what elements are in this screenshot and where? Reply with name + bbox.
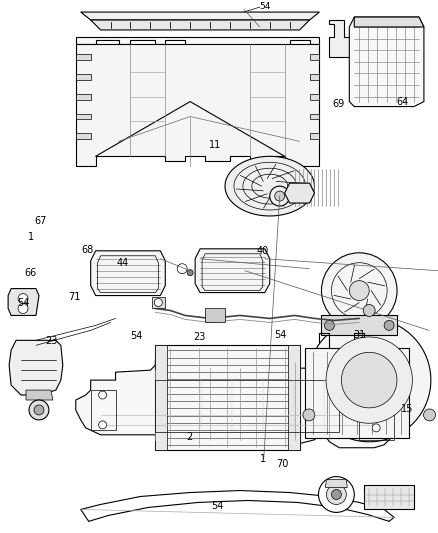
Text: 2: 2 xyxy=(185,432,191,442)
Polygon shape xyxy=(325,480,346,488)
Text: 44: 44 xyxy=(116,259,128,269)
Polygon shape xyxy=(155,345,299,450)
Text: 66: 66 xyxy=(25,268,37,278)
Circle shape xyxy=(18,303,28,313)
Polygon shape xyxy=(76,94,91,100)
Polygon shape xyxy=(225,156,314,216)
Text: 54: 54 xyxy=(130,331,142,341)
Polygon shape xyxy=(309,74,319,80)
Text: 11: 11 xyxy=(208,140,221,150)
Circle shape xyxy=(321,253,396,328)
Circle shape xyxy=(187,270,193,276)
Polygon shape xyxy=(328,20,353,57)
Polygon shape xyxy=(8,288,39,316)
Polygon shape xyxy=(307,318,430,442)
Circle shape xyxy=(318,477,353,512)
Text: 71: 71 xyxy=(68,293,81,302)
Polygon shape xyxy=(287,345,299,450)
Polygon shape xyxy=(76,133,91,140)
Circle shape xyxy=(326,484,346,504)
Circle shape xyxy=(154,298,162,306)
Circle shape xyxy=(29,400,49,420)
Circle shape xyxy=(383,320,393,330)
Polygon shape xyxy=(91,20,309,30)
Circle shape xyxy=(423,409,434,421)
Text: 54: 54 xyxy=(17,298,29,308)
Circle shape xyxy=(371,391,379,399)
Circle shape xyxy=(18,294,28,303)
Circle shape xyxy=(99,391,106,399)
Polygon shape xyxy=(76,37,319,57)
Text: 64: 64 xyxy=(396,97,408,107)
Text: 54: 54 xyxy=(258,2,270,11)
Circle shape xyxy=(362,304,374,317)
Text: 54: 54 xyxy=(211,501,223,511)
Polygon shape xyxy=(364,484,413,510)
Text: 23: 23 xyxy=(193,332,205,342)
Polygon shape xyxy=(26,390,53,400)
Polygon shape xyxy=(353,17,423,27)
Circle shape xyxy=(99,421,106,429)
Text: 68: 68 xyxy=(81,245,94,255)
Polygon shape xyxy=(81,12,319,20)
Circle shape xyxy=(324,320,334,330)
Polygon shape xyxy=(76,74,91,80)
Polygon shape xyxy=(91,251,165,296)
Polygon shape xyxy=(309,54,319,60)
Polygon shape xyxy=(349,17,423,107)
Polygon shape xyxy=(76,54,91,60)
Text: 15: 15 xyxy=(400,405,413,414)
Text: 69: 69 xyxy=(332,100,344,109)
Text: 40: 40 xyxy=(257,246,268,256)
Polygon shape xyxy=(76,360,393,448)
Text: 70: 70 xyxy=(276,459,288,470)
Polygon shape xyxy=(321,316,396,335)
Text: 1: 1 xyxy=(28,232,34,242)
Polygon shape xyxy=(194,249,269,293)
Polygon shape xyxy=(155,345,167,450)
Polygon shape xyxy=(304,348,408,438)
Polygon shape xyxy=(309,114,319,119)
Text: 1: 1 xyxy=(259,454,265,464)
Polygon shape xyxy=(152,296,165,309)
Polygon shape xyxy=(284,183,314,203)
Polygon shape xyxy=(325,337,411,423)
Circle shape xyxy=(34,405,44,415)
Circle shape xyxy=(371,424,379,432)
Circle shape xyxy=(331,489,341,499)
Text: 54: 54 xyxy=(274,329,286,340)
Polygon shape xyxy=(205,309,224,322)
Polygon shape xyxy=(9,341,63,395)
Text: 23: 23 xyxy=(45,336,57,346)
Polygon shape xyxy=(309,133,319,140)
Circle shape xyxy=(177,264,187,273)
Circle shape xyxy=(302,409,314,421)
Polygon shape xyxy=(309,94,319,100)
Polygon shape xyxy=(76,114,91,119)
Circle shape xyxy=(349,281,368,301)
Polygon shape xyxy=(341,352,396,408)
Circle shape xyxy=(269,186,289,206)
Polygon shape xyxy=(76,44,319,166)
Text: 67: 67 xyxy=(34,216,46,226)
Text: 31: 31 xyxy=(352,330,364,340)
Circle shape xyxy=(274,191,284,201)
